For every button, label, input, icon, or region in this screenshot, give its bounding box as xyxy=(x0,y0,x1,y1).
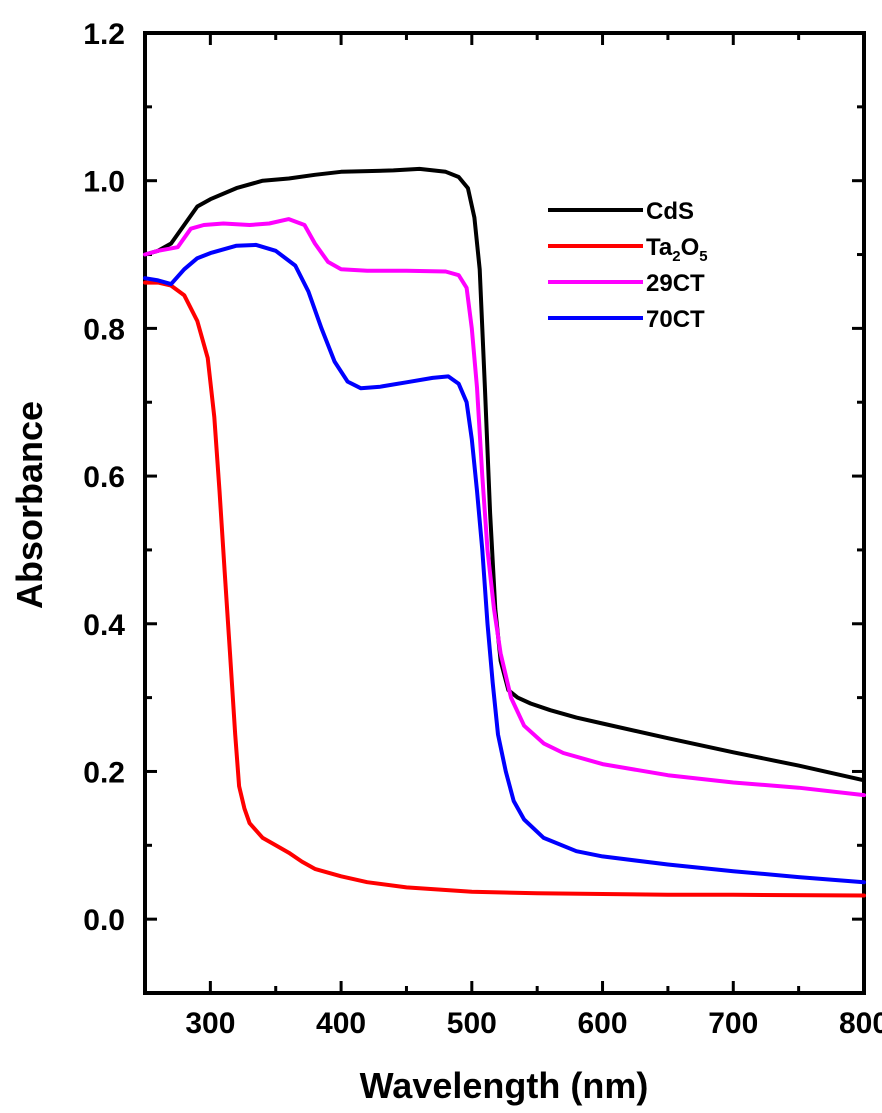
y-tick-label: 1.0 xyxy=(83,166,125,199)
y-tick-label: 0.6 xyxy=(83,461,125,494)
y-tick-label: 0.4 xyxy=(83,609,125,642)
legend-label-ta2o5: Ta2O5 xyxy=(646,234,708,265)
legend: CdS Ta2O5 29CT 70CT xyxy=(548,198,708,333)
legend-text-part: O xyxy=(681,234,700,261)
legend-label-cds: CdS xyxy=(646,198,694,225)
axis-ticks xyxy=(143,31,866,995)
x-tick-label: 300 xyxy=(185,1007,235,1040)
series-line-70ct xyxy=(143,242,866,885)
legend-label-29ct: 29CT xyxy=(646,270,705,297)
series-line-cds xyxy=(143,166,866,783)
legend-subscript: 2 xyxy=(672,248,680,265)
series-line-29ct xyxy=(143,217,866,798)
y-tick-label: 0.8 xyxy=(83,313,125,346)
x-tick-label: 700 xyxy=(708,1007,758,1040)
y-tick-label: 0.2 xyxy=(83,756,125,789)
series-line-ta2o5 xyxy=(143,280,866,898)
y-tick-label: 1.2 xyxy=(83,18,125,51)
x-tick-label: 400 xyxy=(316,1007,366,1040)
y-tick-label: 0.0 xyxy=(83,904,125,937)
axis-tick-labels: 300 400 500 600 700 800 0.0 0.2 0.4 0.6 0.8 1.0 1.2 xyxy=(83,18,882,1040)
legend-text-part: Ta xyxy=(646,234,673,261)
x-tick-label: 800 xyxy=(839,1007,882,1040)
data-series xyxy=(143,166,866,898)
y-axis-title: Absorbance xyxy=(9,401,50,609)
x-tick-label: 500 xyxy=(447,1007,497,1040)
plot-frame xyxy=(143,31,866,995)
legend-label-70ct: 70CT xyxy=(646,306,705,333)
legend-text-part: CdS xyxy=(646,198,694,225)
legend-text-part: 70CT xyxy=(646,306,705,333)
x-axis-title: Wavelength (nm) xyxy=(360,1065,649,1106)
legend-subscript: 5 xyxy=(699,248,707,265)
legend-text-part: 29CT xyxy=(646,270,705,297)
x-tick-label: 600 xyxy=(578,1007,628,1040)
